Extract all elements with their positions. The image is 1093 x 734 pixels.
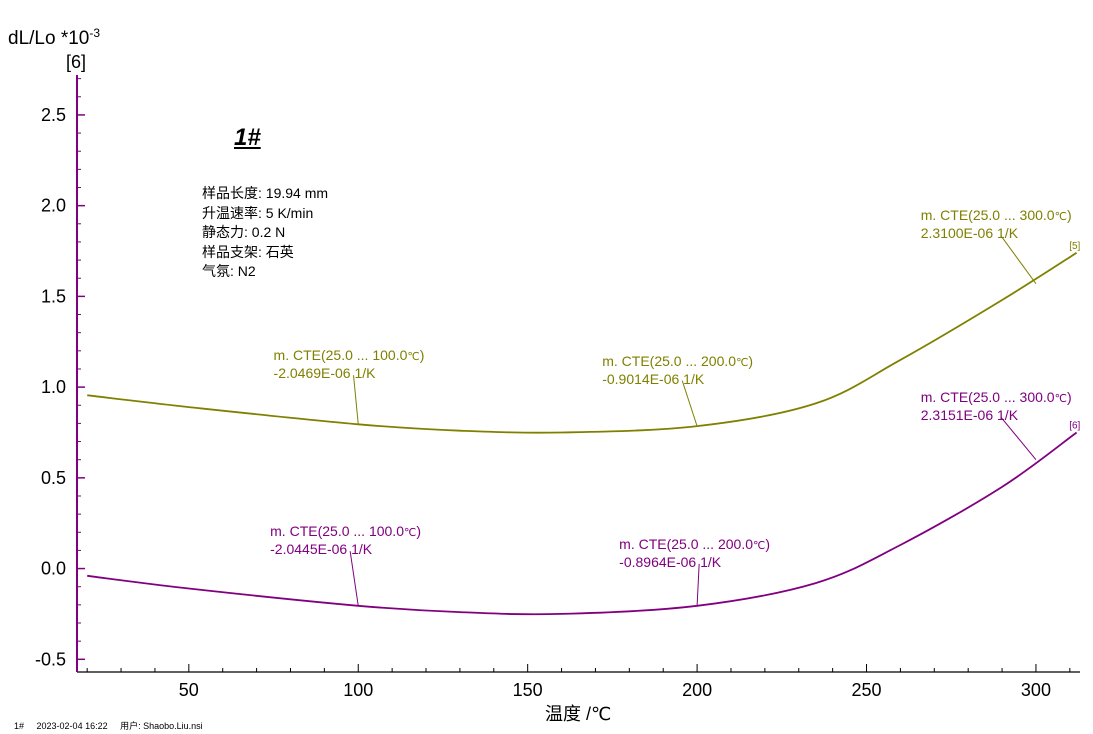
cte-annotation-range: m. CTE(25.0 ... 200.0℃)	[602, 352, 754, 369]
annotation-leader-line	[349, 551, 359, 606]
cte-annotation: m. CTE(25.0 ... 300.0℃) 2.3151E-06 1/K	[921, 389, 1072, 423]
y-tick-label-0.5: 0.5	[41, 468, 66, 488]
footer-datetime: 2023-02-04 16:22	[36, 721, 108, 731]
series-end-label-6: [6]	[1069, 420, 1080, 431]
cte-annotation-value: 2.3151E-06 1/K	[920, 406, 1019, 423]
y-tick-label-0.0: 0.0	[41, 559, 66, 579]
footer-user: 用户: Shaobo.Liu.nsi	[120, 721, 203, 731]
cte-annotation: m. CTE(25.0 ... 100.0℃) -2.0469E-06 1/K	[274, 347, 425, 381]
cte-annotation-range: m. CTE(25.0 ... 100.0℃)	[270, 523, 422, 540]
footer-sample: 1#	[14, 721, 25, 731]
cte-annotation-value: -0.9014E-06 1/K	[602, 370, 705, 387]
annotation-leader-line	[1000, 416, 1037, 461]
x-tick-label-300: 300	[1021, 680, 1051, 700]
series-line-6	[87, 431, 1078, 616]
y-tick-label--0.5: -0.5	[35, 649, 66, 669]
sample-title: 1#	[234, 124, 261, 151]
y-tick-label-1.0: 1.0	[41, 377, 66, 397]
y-tick-label-1.5: 1.5	[41, 286, 66, 306]
measurement-parameters: 样品长度: 19.94 mm 升温速率: 5 K/min 静态力: 0.2 N …	[202, 184, 328, 282]
y-axis-series-label: [6]	[66, 52, 87, 72]
y-axis-title-exponent: -3	[89, 26, 101, 40]
cte-annotation-range: m. CTE(25.0 ... 100.0℃)	[273, 347, 425, 364]
cte-annotation-value: 2.3100E-06 1/K	[920, 225, 1019, 242]
param-static-force: 静态力: 0.2 N	[202, 224, 286, 240]
annotation-leader-line	[681, 380, 698, 427]
footer: 1# 2023-02-04 16:22 用户: Shaobo.Liu.nsi	[14, 719, 213, 732]
x-tick-label-250: 250	[852, 680, 882, 700]
param-atmosphere: 气氛: N2	[202, 263, 256, 279]
param-heating-rate: 升温速率: 5 K/min	[202, 204, 314, 221]
param-sample-length: 样品长度: 19.94 mm	[202, 185, 329, 201]
cte-annotation: m. CTE(25.0 ... 100.0℃) -2.0445E-06 1/K	[270, 523, 421, 557]
cte-annotation-range: m. CTE(25.0 ... 300.0℃)	[920, 388, 1072, 405]
annotation-leader-line	[353, 375, 359, 425]
cte-annotation: m. CTE(25.0 ... 200.0℃) -0.9014E-06 1/K	[602, 353, 753, 387]
x-tick-label-100: 100	[343, 680, 373, 700]
x-tick-label-150: 150	[513, 680, 543, 700]
annotation-leader-line	[1000, 235, 1037, 284]
y-tick-label-2.5: 2.5	[41, 105, 66, 125]
x-tick-label-50: 50	[179, 680, 199, 700]
cte-annotation: m. CTE(25.0 ... 300.0℃) 2.3100E-06 1/K	[921, 207, 1072, 241]
y-axis-title: dL/Lo *10-3	[8, 26, 101, 49]
y-tick-label-2.0: 2.0	[41, 196, 66, 216]
cte-annotation-value: -0.8964E-06 1/K	[619, 553, 722, 570]
x-axis-title: 温度 /℃	[545, 704, 612, 724]
series-end-label-5: [5]	[1069, 241, 1080, 252]
cte-annotation-range: m. CTE(25.0 ... 300.0℃)	[920, 207, 1072, 224]
annotation-leader-line	[696, 563, 700, 606]
cte-annotation: m. CTE(25.0 ... 200.0℃) -0.8964E-06 1/K	[619, 536, 770, 570]
x-tick-label-200: 200	[682, 680, 712, 700]
cte-annotation-value: -2.0469E-06 1/K	[273, 365, 376, 382]
param-sample-holder: 样品支架: 石英	[202, 243, 294, 260]
cte-annotation-value: -2.0445E-06 1/K	[270, 541, 373, 558]
series-line-5	[87, 252, 1078, 434]
cte-annotation-range: m. CTE(25.0 ... 200.0℃)	[619, 535, 771, 552]
